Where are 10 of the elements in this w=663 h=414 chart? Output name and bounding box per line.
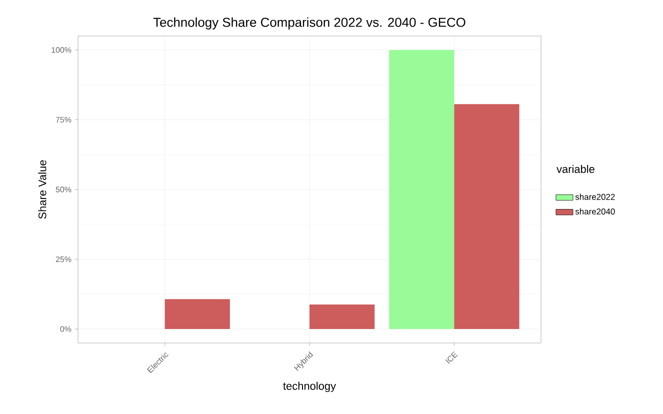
bar [454, 104, 520, 330]
bar [310, 304, 375, 330]
x-axis-title: technology [283, 382, 336, 392]
bar [389, 50, 454, 330]
chart-title: Technology Share Comparison 2022 vs. 2040 - GECO [153, 17, 466, 30]
legend-title: variable [556, 164, 594, 174]
bar [164, 299, 230, 330]
legend-label: share2022 [575, 194, 615, 200]
legend-label: share2040 [575, 208, 615, 215]
y-axis-title: Share Value [38, 160, 46, 219]
